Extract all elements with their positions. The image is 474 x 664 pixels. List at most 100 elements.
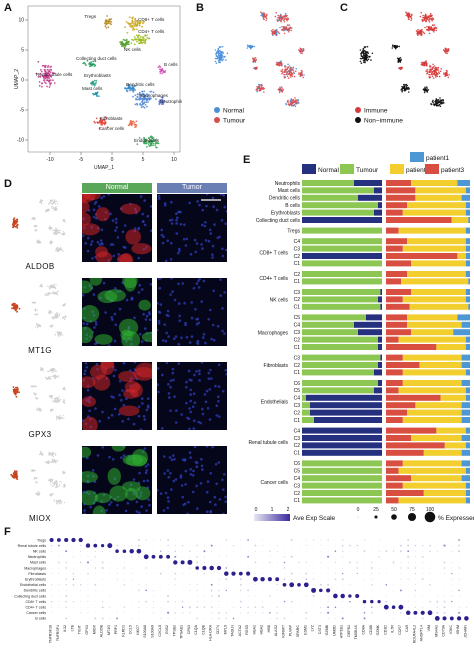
f-dot — [414, 589, 416, 591]
f-dot — [415, 584, 416, 586]
f-dot — [94, 556, 97, 558]
f-dot — [247, 555, 250, 558]
f-dot — [349, 590, 351, 591]
feature-umap-miox — [10, 451, 66, 505]
f-gene-label: PLVAP — [289, 624, 293, 636]
f-dot — [313, 584, 314, 586]
f-dot — [180, 560, 185, 565]
f-dot — [305, 561, 307, 564]
f-dot — [393, 595, 394, 597]
f-dot — [434, 616, 440, 621]
tumour-bar — [302, 475, 382, 482]
f-dot — [262, 539, 263, 541]
f-dot — [138, 573, 140, 574]
patient-bar — [386, 187, 416, 194]
f-dot — [204, 590, 205, 591]
f-dot — [204, 584, 205, 586]
f-dot — [153, 562, 154, 563]
f-dot — [356, 550, 358, 552]
f-dot — [255, 595, 256, 597]
f-dot — [57, 561, 60, 564]
exp-tick: 2 — [287, 507, 290, 513]
f-dot — [247, 584, 249, 586]
f-dot — [429, 578, 431, 580]
f-dot — [209, 565, 214, 571]
f-dot — [305, 611, 308, 614]
panel-a-label: A — [4, 2, 12, 14]
f-dot — [400, 618, 402, 619]
f-dot — [334, 578, 337, 581]
f-gene-label: CST3 — [318, 625, 322, 634]
patient-bar — [386, 314, 407, 321]
normal-bar — [302, 217, 382, 223]
patient-bar — [386, 427, 437, 434]
f-dot — [356, 590, 358, 591]
normal-bar — [366, 314, 382, 321]
f-dot — [87, 539, 89, 541]
f-dot — [255, 584, 256, 586]
e-group-label: CD4+ T cells — [259, 276, 288, 282]
f-dot — [124, 590, 125, 591]
f-dot — [313, 618, 314, 619]
f-dot — [131, 545, 132, 546]
f-dot — [182, 550, 183, 552]
f-dot — [255, 601, 256, 602]
f-dot — [407, 618, 409, 619]
f-dot — [261, 606, 264, 609]
f-dot — [189, 573, 191, 574]
f-dot — [247, 611, 249, 614]
e-bar-row — [302, 202, 470, 209]
patient-bar — [419, 362, 462, 368]
patient-bar — [402, 245, 466, 252]
patient-bar — [468, 217, 470, 223]
e-row-label: C1 — [294, 261, 301, 267]
patient-bar — [465, 497, 470, 504]
f-dot — [385, 584, 388, 586]
f-dot — [138, 556, 140, 558]
patient-bar — [465, 387, 470, 394]
f-dot — [327, 595, 329, 597]
pct-dot — [374, 515, 378, 519]
legend-swatch — [340, 164, 354, 174]
patient-bar — [465, 427, 470, 434]
tumour-bar — [302, 417, 314, 423]
f-dot — [58, 573, 60, 574]
x-tick-label: -5 — [79, 157, 84, 163]
cluster-points-13 — [285, 97, 300, 108]
f-dot — [224, 571, 229, 576]
f-gene-label: TAGLN — [231, 625, 235, 637]
patient-bar — [461, 449, 470, 456]
f-dot — [124, 562, 125, 563]
f-dot — [255, 567, 256, 569]
f-dot — [116, 606, 118, 608]
f-dot — [312, 595, 315, 597]
f-dot — [233, 590, 234, 591]
f-dot — [247, 567, 249, 569]
f-dot — [269, 567, 271, 569]
cluster-label: Mast cells — [82, 86, 103, 91]
f-dot — [413, 610, 418, 615]
f-dot — [65, 545, 67, 546]
cluster-points-2 — [130, 34, 151, 46]
pct-tick: 100 — [426, 507, 435, 513]
f-dot — [311, 587, 317, 593]
f-dot — [283, 567, 286, 569]
f-dot — [269, 590, 271, 591]
f-dot — [356, 606, 358, 608]
f-dot — [124, 618, 125, 619]
f-dot — [211, 573, 212, 574]
tumour-bar — [302, 329, 358, 336]
f-dot — [386, 590, 387, 591]
f-dot — [138, 612, 140, 614]
y-tick-label: -10 — [17, 138, 24, 144]
f-dot — [73, 606, 74, 608]
f-dot — [349, 550, 351, 552]
f-dot — [444, 573, 445, 574]
e-row-label: C6 — [294, 461, 301, 467]
f-dot — [80, 601, 82, 603]
f-dot — [218, 562, 220, 563]
e-row-label: C2 — [294, 491, 301, 497]
f-dot — [349, 567, 351, 569]
f-dot — [386, 573, 387, 574]
f-dot — [247, 562, 249, 563]
